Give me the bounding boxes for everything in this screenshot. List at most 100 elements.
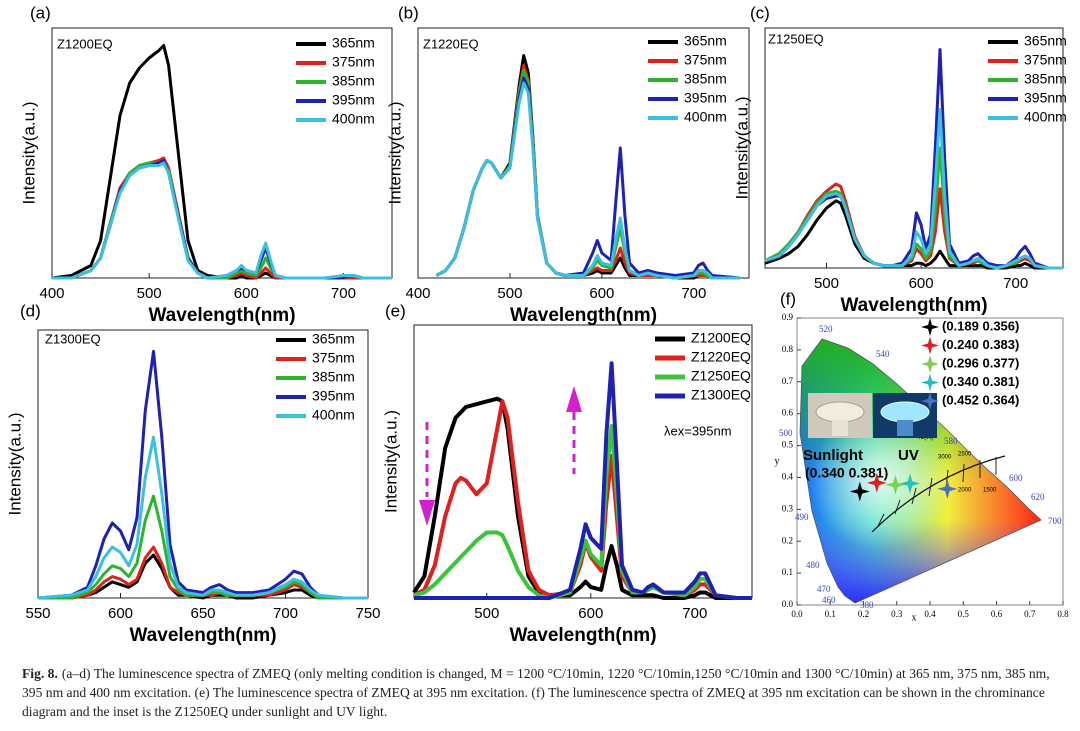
legend-marker [921,392,939,410]
lamp [897,420,913,436]
legend-label: 400nm [1024,109,1067,125]
inset-label: UV [898,447,919,464]
locus-label: 490 [795,512,809,522]
cct-label: 2000 [958,488,972,494]
locus-label: 470 [817,584,831,594]
x-tick-label: 600 [108,605,133,622]
planckian-locus [871,455,1006,533]
legend-label: 365nm [684,33,727,49]
chromaticity-point [866,472,887,493]
spectrum-line [435,81,740,280]
locus-label: 620 [1031,492,1045,502]
x-axis-label: Wavelength(nm) [510,305,657,326]
legend-label: 395nm [312,388,355,404]
y-axis-label: y [775,456,780,467]
caption-text: (a–d) The luminescence spectra of ZMEQ (… [22,666,1050,719]
legend-marker [921,355,939,373]
increase-arrow-head [566,386,582,412]
x-tick-label: 500 [474,605,499,622]
locus-label: 520 [819,324,833,334]
legend-label: 375nm [684,52,727,68]
legend-label: 395nm [332,92,375,108]
y-axis-label: Intensity(a.u.) [19,102,38,205]
panel-label: (f) [780,289,796,308]
y-tick-label: 0.8 [782,344,794,354]
legend-label: (0.189 0.356) [942,318,1019,333]
y-axis-label: Intensity(a.u.) [385,102,404,205]
legend-label: Z1200EQ [691,330,751,346]
cct-label: 1500 [983,488,997,494]
x-axis-label: x [912,612,917,623]
legend-label: (0.452 0.364) [942,392,1019,407]
legend-label: Z1220EQ [691,349,751,365]
locus-label: 580 [944,436,958,446]
legend-label: 395nm [684,90,727,106]
spectrum-line [37,349,368,600]
x-tick-label: 0.6 [991,609,1003,619]
locus-label: 540 [876,349,890,359]
legend-label: 365nm [1024,33,1067,49]
legend-label: 385nm [1024,71,1067,87]
legend-label: 375nm [312,350,355,366]
locus-label: 500 [779,428,793,438]
sample-label: Z1200EQ [57,36,113,51]
chromaticity-point [900,473,921,494]
x-tick-label: 700 [681,285,706,302]
spectrum-line [412,396,752,600]
legend-marker [921,318,939,336]
x-tick-label: 600 [909,275,934,292]
x-tick-label: 400 [39,285,64,302]
x-axis-label: Wavelength(nm) [509,625,656,646]
x-tick-label: 0.8 [1057,609,1069,619]
inset-label: (0.340 0.381) [805,465,888,481]
isotherm-lines [877,457,997,527]
spectrum-line [52,161,392,280]
legend-label: 400nm [312,407,355,423]
legend-label: Z1250EQ [691,368,751,384]
legend-label: 400nm [684,109,727,125]
figure: 520 540 580 600 620 700 500 490 480 470 … [5,3,1069,646]
x-tick-label: 700 [1003,275,1028,292]
x-tick-label: 500 [137,285,162,302]
x-tick-label: 0.7 [1024,609,1036,619]
y-tick-label: 0.5 [782,440,794,450]
x-tick-label: 750 [355,605,380,622]
chromaticity-point [885,474,906,495]
inset-label: Sunlight [803,447,863,464]
figure-caption: Fig. 8. (a–d) The luminescence spectra of… [22,664,1062,721]
legend-marker [921,373,939,392]
legend-label: 385nm [332,73,375,89]
plot-frame [413,324,753,599]
y-tick-label: 0.7 [782,376,794,386]
legend-label: 400nm [332,111,375,127]
legend-label: 385nm [312,369,355,385]
spectrum-line [764,199,1063,270]
panel-label: (d) [20,301,41,320]
legend-label: (0.240 0.383) [942,337,1019,352]
y-tick-label: 0.1 [782,567,793,577]
sample-label: Z1300EQ [45,331,101,346]
panel-label: (b) [398,3,419,22]
x-tick-label: 600 [589,285,614,302]
panel-label: (e) [385,301,406,320]
x-tick-label: 0.2 [858,609,869,619]
legend-label: (0.296 0.377) [942,355,1019,370]
spectrum-line [38,494,368,600]
x-tick-label: 0.5 [958,609,970,619]
spectral-locus [799,338,1042,604]
x-tick-label: 550 [25,605,50,622]
spectrum-line [764,108,1063,270]
x-tick-label: 0.0 [791,609,803,619]
x-tick-label: 400 [405,285,430,302]
legend-label: Z1300EQ [691,387,751,403]
legend-label: 365nm [312,331,355,347]
x-tick-label: 700 [331,285,356,302]
x-tick-label: 500 [497,285,522,302]
y-tick-label: 0.9 [782,312,794,322]
chromaticity-point [849,481,870,502]
spectrum-line [764,48,1063,270]
plot-frame [764,27,1064,269]
x-tick-label: 600 [234,285,259,302]
sample-label: Z1220EQ [423,36,479,51]
